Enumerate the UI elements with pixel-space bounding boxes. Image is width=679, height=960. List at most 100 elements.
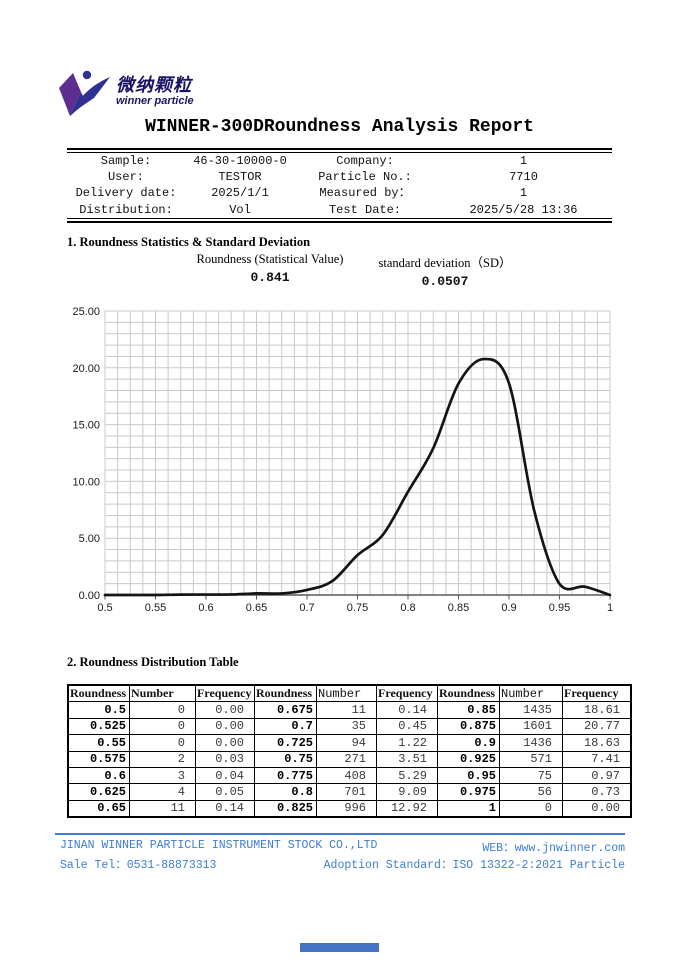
- frequency-cell: 0.05: [195, 783, 255, 801]
- roundness-cell: 0.775: [254, 766, 317, 785]
- info-value: 1: [519, 186, 528, 201]
- roundness-stat-label: Roundness (Statistical Value): [196, 252, 344, 266]
- info-label: Measured by：: [319, 186, 411, 201]
- frequency-cell: 0.00: [562, 799, 632, 818]
- footer-company: JINAN WINNER PARTICLE INSTRUMENT STOCK C…: [60, 839, 378, 852]
- table-row: 0.625 4 0.05 0.8 701 9.09 0.975 56 0.73: [67, 783, 632, 801]
- footer-web-link[interactable]: WEB：www.jnwinner.com: [482, 842, 625, 855]
- x-axis-tick-label: 0.6: [198, 602, 213, 614]
- info-label: User:: [107, 169, 144, 184]
- info-value: 2025/5/28 13:36: [469, 202, 578, 217]
- footer-adoption-standard: Adoption Standard：ISO 13322-2:2021 Parti…: [323, 859, 625, 872]
- frequency-cell: 0.04: [195, 766, 255, 785]
- roundness-cell: 0.8: [254, 783, 317, 801]
- roundness-cell: 0.5: [67, 701, 130, 719]
- number-cell: 0: [129, 717, 196, 736]
- roundness-cell: 0.525: [67, 717, 130, 736]
- frequency-cell: 18.63: [562, 734, 632, 752]
- x-axis-tick-label: 0.55: [145, 602, 166, 614]
- roundness-cell: 0.65: [67, 799, 130, 818]
- number-cell: 75: [499, 766, 563, 785]
- number-cell: 4: [129, 783, 196, 801]
- table-header-roundness: Roundness: [67, 684, 130, 703]
- frequency-cell: 20.77: [562, 717, 632, 736]
- table-header-number: Number: [316, 684, 377, 703]
- roundness-cell: 0.85: [437, 701, 500, 719]
- x-axis-tick-label: 0.8: [400, 602, 415, 614]
- number-cell: 1601: [499, 717, 563, 736]
- frequency-cell: 0.00: [195, 734, 255, 752]
- frequency-cell: 0.97: [562, 766, 632, 785]
- number-cell: 11: [129, 799, 196, 818]
- info-value: TESTOR: [218, 169, 262, 184]
- frequency-cell: 3.51: [376, 750, 438, 768]
- frequency-cell: 0.14: [195, 799, 255, 818]
- table-header-frequency: Frequency: [562, 684, 632, 703]
- info-label: Particle No.:: [318, 169, 412, 184]
- table-header-number: Number: [499, 684, 563, 703]
- number-cell: 2: [129, 750, 196, 768]
- x-axis-tick-label: 0.95: [549, 602, 570, 614]
- logo-text: 微纳颗粒 winner particle: [116, 76, 194, 107]
- roundness-cell: 0.7: [254, 717, 317, 736]
- x-axis-tick-label: 0.85: [448, 602, 469, 614]
- sample-info-grid: Sample: 46-30-10000-0 Company: 1 User: TESTOR…: [67, 151, 612, 220]
- roundness-cell: 0.875: [437, 717, 500, 736]
- roundness-cell: 1: [437, 799, 500, 818]
- frequency-cell: 18.61: [562, 701, 632, 719]
- info-label: Sample:: [100, 153, 152, 168]
- sd-stat-label: standard deviation（SD）: [378, 256, 512, 270]
- y-axis-tick-label: 5.00: [79, 533, 100, 545]
- x-axis-tick-label: 1: [607, 602, 613, 614]
- frequency-cell: 0.14: [376, 701, 438, 719]
- logo-chinese-name: 微纳颗粒: [116, 75, 192, 95]
- table-header-row: Roundness Number Frequency Roundness Number F…: [67, 684, 632, 703]
- table-header-roundness: Roundness: [254, 684, 317, 703]
- number-cell: 408: [316, 766, 377, 785]
- frequency-cell: 9.09: [376, 783, 438, 801]
- frequency-cell: 0.73: [562, 783, 632, 801]
- footer-sale-tel: Sale Tel：0531-88873313: [60, 859, 217, 872]
- logo-english-name: winner particle: [116, 95, 194, 107]
- x-axis-tick-label: 0.9: [501, 602, 516, 614]
- y-axis-tick-label: 10.00: [72, 476, 100, 488]
- frequency-cell: 12.92: [376, 799, 438, 818]
- info-label: Company:: [336, 153, 394, 168]
- number-cell: 35: [316, 717, 377, 736]
- section2-heading: 2. Roundness Distribution Table: [67, 655, 239, 669]
- frequency-cell: 0.45: [376, 717, 438, 736]
- roundness-cell: 0.925: [437, 750, 500, 768]
- roundness-distribution-table: Roundness Number Frequency Roundness Number F…: [67, 684, 632, 819]
- number-cell: 996: [316, 799, 377, 818]
- x-axis-tick-label: 0.7: [299, 602, 314, 614]
- number-cell: 701: [316, 783, 377, 801]
- section1-heading: 1. Roundness Statistics & Standard Devia…: [67, 235, 311, 249]
- number-cell: 94: [316, 734, 377, 752]
- number-cell: 571: [499, 750, 563, 768]
- info-value: 1: [519, 153, 528, 168]
- roundness-cell: 0.675: [254, 701, 317, 719]
- y-axis-tick-label: 15.00: [72, 420, 100, 432]
- roundness-stat-block: Roundness (Statistical Value) 0.841: [180, 252, 360, 285]
- number-cell: 1435: [499, 701, 563, 719]
- frequency-cell: 0.00: [195, 701, 255, 719]
- roundness-cell: 0.75: [254, 750, 317, 768]
- roundness-cell: 0.95: [437, 766, 500, 785]
- frequency-curve-svg: 0.00 5.00 10.00 15.00 20.00 25.00 0.5 0.55 0.6 0.…: [72, 306, 613, 614]
- y-axis-tick-label: 20.00: [72, 363, 100, 375]
- roundness-cell: 0.625: [67, 783, 130, 801]
- sd-stat-value: 0.0507: [421, 274, 469, 289]
- roundness-cell: 0.9: [437, 734, 500, 752]
- roundness-stat-value: 0.841: [250, 270, 290, 285]
- x-axis-tick-label: 0.5: [97, 602, 112, 614]
- info-value: 2025/1/1: [211, 186, 269, 201]
- number-cell: 1436: [499, 734, 563, 752]
- frequency-curve: [103, 357, 612, 597]
- footer-line-2: Sale Tel：0531-88873313 Adoption Standard…: [60, 856, 625, 872]
- info-label: Delivery date:: [75, 186, 177, 201]
- number-cell: 11: [316, 701, 377, 719]
- table-header-roundness: Roundness: [437, 684, 500, 703]
- info-value: Vol: [229, 202, 251, 217]
- report-title: WINNER-300DRoundness Analysis Report: [145, 117, 534, 137]
- frequency-cell: 0.03: [195, 750, 255, 768]
